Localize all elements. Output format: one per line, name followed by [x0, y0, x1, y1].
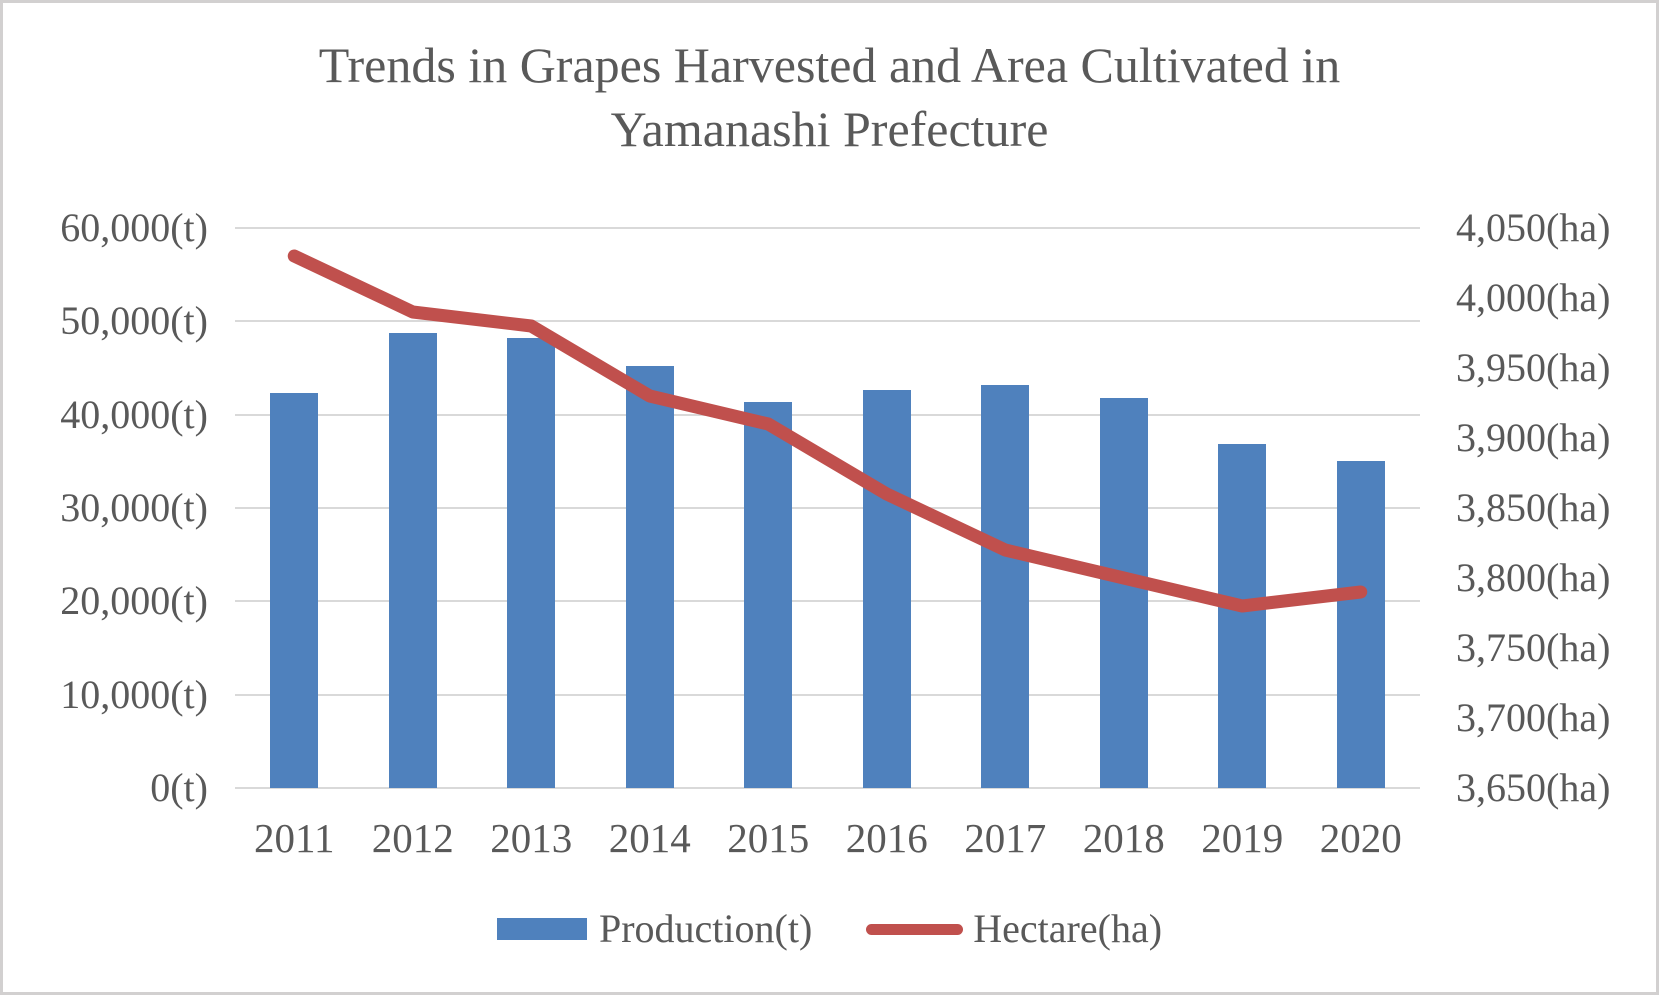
chart-title-line-2: Yamanashi Prefecture — [610, 101, 1049, 157]
chart-title: Trends in Grapes Harvested and Area Cult… — [3, 33, 1656, 161]
left-axis-tick-label: 20,000(t) — [60, 578, 208, 624]
bar-2012 — [388, 333, 437, 788]
legend: Production(t) Hectare(ha) — [3, 903, 1656, 955]
gridline — [235, 787, 1420, 789]
legend-production-label: Production(t) — [598, 906, 813, 951]
x-axis-label-2014: 2014 — [608, 815, 691, 861]
x-axis-label-2020: 2020 — [1319, 815, 1402, 861]
hectare-line — [287, 249, 1368, 613]
bar-2015 — [744, 401, 793, 788]
left-axis-tick-label: 50,000(t) — [60, 298, 208, 344]
legend-production-swatch — [496, 918, 587, 940]
right-axis-tick-label: 3,950(ha) — [1456, 345, 1611, 390]
bar-2020 — [1336, 461, 1385, 788]
gridline — [235, 227, 1420, 229]
bar-2011 — [270, 393, 319, 788]
legend-hectare-label: Hectare(ha) — [973, 906, 1163, 951]
x-axis-label-2019: 2019 — [1201, 815, 1284, 861]
legend-hectare-swatch — [866, 923, 964, 935]
right-axis-tick-label: 3,750(ha) — [1456, 625, 1611, 670]
x-axis-label-2017: 2017 — [964, 815, 1047, 861]
gridline — [235, 693, 1420, 696]
right-axis-tick-label: 3,700(ha) — [1456, 695, 1611, 740]
left-axis-tick-label: 0(t) — [150, 765, 208, 810]
right-axis-tick-label: 4,000(ha) — [1456, 275, 1611, 320]
x-axis-label-2011: 2011 — [254, 815, 335, 861]
x-axis-label-2015: 2015 — [727, 815, 810, 861]
chart-title-line-1: Trends in Grapes Harvested and Area Cult… — [318, 37, 1341, 93]
left-axis-tick-label: 60,000(t) — [60, 205, 208, 250]
right-axis-tick-label: 3,850(ha) — [1456, 485, 1611, 530]
right-axis-tick-label: 3,800(ha) — [1456, 555, 1611, 600]
right-axis-tick-label: 4,050(ha) — [1456, 205, 1611, 250]
x-axis-label-2012: 2012 — [371, 815, 454, 861]
x-axis-label-2016: 2016 — [845, 815, 928, 861]
bar-2017 — [981, 384, 1030, 788]
left-axis-tick-label: 30,000(t) — [60, 485, 208, 530]
left-axis-tick-label: 40,000(t) — [60, 391, 208, 437]
x-axis-label-2018: 2018 — [1082, 815, 1165, 861]
bar-2019 — [1218, 443, 1267, 788]
bar-2013 — [507, 338, 556, 788]
bar-2016 — [862, 390, 911, 788]
bar-2018 — [1099, 397, 1148, 788]
x-axis-label-2013: 2013 — [490, 815, 573, 861]
gridline — [235, 320, 1420, 323]
bar-2014 — [625, 366, 674, 788]
right-axis-tick-label: 3,650(ha) — [1456, 765, 1611, 810]
right-axis-tick-label: 3,900(ha) — [1456, 415, 1611, 460]
left-axis-tick-label: 10,000(t) — [60, 671, 208, 717]
